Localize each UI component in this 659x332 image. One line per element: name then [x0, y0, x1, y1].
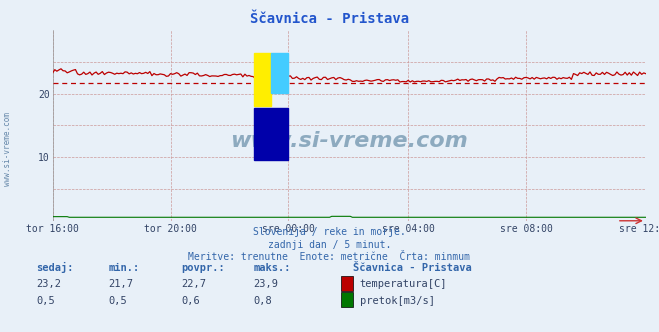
Text: Meritve: trenutne  Enote: metrične  Črta: minmum: Meritve: trenutne Enote: metrične Črta: … [188, 252, 471, 262]
Text: Ščavnica - Pristava: Ščavnica - Pristava [250, 12, 409, 26]
Text: maks.:: maks.: [254, 263, 291, 273]
Text: 0,8: 0,8 [254, 296, 272, 306]
Text: www.si-vreme.com: www.si-vreme.com [231, 130, 468, 151]
Text: Ščavnica - Pristava: Ščavnica - Pristava [353, 263, 471, 273]
Text: temperatura[C]: temperatura[C] [360, 279, 447, 289]
Text: 0,5: 0,5 [36, 296, 55, 306]
Text: 23,9: 23,9 [254, 279, 279, 289]
Text: 22,7: 22,7 [181, 279, 206, 289]
Text: zadnji dan / 5 minut.: zadnji dan / 5 minut. [268, 240, 391, 250]
Bar [271, 53, 287, 93]
Text: 23,2: 23,2 [36, 279, 61, 289]
Text: Slovenija / reke in morje.: Slovenija / reke in morje. [253, 227, 406, 237]
Bar [254, 108, 287, 160]
Bar [254, 53, 271, 106]
Text: pretok[m3/s]: pretok[m3/s] [360, 296, 435, 306]
Text: povpr.:: povpr.: [181, 263, 225, 273]
Text: min.:: min.: [109, 263, 140, 273]
Text: www.si-vreme.com: www.si-vreme.com [3, 113, 13, 186]
Text: 21,7: 21,7 [109, 279, 134, 289]
Text: 0,5: 0,5 [109, 296, 127, 306]
Text: 0,6: 0,6 [181, 296, 200, 306]
Text: sedaj:: sedaj: [36, 262, 74, 273]
